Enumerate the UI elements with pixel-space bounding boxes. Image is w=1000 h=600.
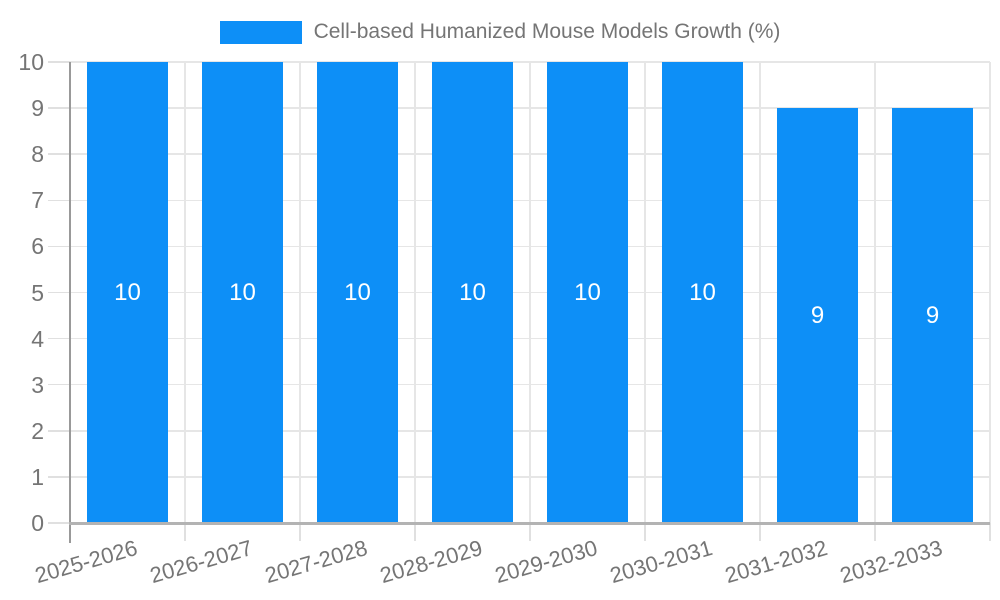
x-tick-label: 2027-2028 <box>262 535 371 589</box>
y-axis-tick <box>48 107 70 109</box>
y-axis-tick <box>48 430 70 432</box>
x-axis-tick <box>529 523 531 541</box>
y-axis-tick <box>48 476 70 478</box>
y-tick-label: 8 <box>31 141 44 168</box>
x-tick-label: 2029-2030 <box>492 535 601 589</box>
bar[interactable] <box>86 62 169 523</box>
bar-value-label: 10 <box>344 278 371 306</box>
gridline-v <box>529 62 531 523</box>
gridline-v <box>874 62 876 523</box>
legend-label: Cell-based Humanized Mouse Models Growth… <box>313 20 781 43</box>
bar[interactable] <box>546 62 629 523</box>
x-axis-tick <box>644 523 646 541</box>
bar-value-label: 9 <box>925 301 940 329</box>
bar[interactable] <box>661 62 744 523</box>
y-tick-label: 5 <box>31 279 44 306</box>
x-tick-label: 2026-2027 <box>147 535 256 589</box>
y-tick-label: 7 <box>31 187 44 214</box>
y-axis-tick <box>48 61 70 63</box>
y-tick-label: 4 <box>31 325 44 352</box>
y-axis-tick <box>48 383 70 386</box>
x-tick-label: 2025-2026 <box>32 535 141 589</box>
gridline-v <box>299 62 301 523</box>
bar[interactable] <box>316 62 399 523</box>
y-axis-tick <box>48 245 70 248</box>
x-axis-tick <box>299 523 301 541</box>
bar[interactable] <box>776 108 859 523</box>
bar-value-label: 10 <box>114 278 141 306</box>
gridline-v <box>414 62 416 523</box>
bar-value-label: 9 <box>810 301 825 329</box>
bar-value-label: 10 <box>229 278 256 306</box>
y-tick-label: 3 <box>31 371 44 398</box>
gridline-v <box>759 62 761 523</box>
x-axis-tick <box>184 523 186 541</box>
x-tick-label: 2032-2033 <box>837 535 946 589</box>
y-axis-tick <box>48 291 70 294</box>
gridline-v <box>989 62 991 523</box>
x-tick-label: 2030-2031 <box>607 535 716 589</box>
x-tick-label: 2031-2032 <box>722 535 831 589</box>
gridline-v <box>644 62 646 523</box>
y-tick-label: 10 <box>18 49 44 75</box>
x-tick-label: 2028-2029 <box>377 535 486 589</box>
bar-value-label: 10 <box>689 278 716 306</box>
y-axis-tick <box>48 199 70 202</box>
y-axis-line <box>68 62 71 543</box>
y-axis-tick <box>48 337 70 340</box>
bar[interactable] <box>431 62 514 523</box>
y-axis-tick <box>48 153 70 155</box>
gridline-v <box>184 62 186 523</box>
legend-swatch <box>219 20 302 44</box>
bar[interactable] <box>891 108 974 523</box>
y-axis-tick <box>48 522 70 524</box>
x-axis-tick <box>989 523 991 541</box>
x-axis-tick <box>414 523 416 541</box>
bar-value-label: 10 <box>459 278 486 306</box>
y-tick-label: 0 <box>31 510 44 536</box>
legend[interactable]: Cell-based Humanized Mouse Models Growth… <box>0 14 1000 50</box>
y-tick-label: 9 <box>31 95 44 122</box>
bar[interactable] <box>201 62 284 523</box>
y-tick-label: 2 <box>31 417 44 444</box>
bar-value-label: 10 <box>574 278 601 306</box>
x-axis-tick <box>759 523 761 541</box>
y-tick-label: 6 <box>31 233 44 260</box>
x-axis-tick <box>874 523 876 541</box>
x-axis-line <box>69 521 990 525</box>
y-tick-label: 1 <box>31 463 44 490</box>
